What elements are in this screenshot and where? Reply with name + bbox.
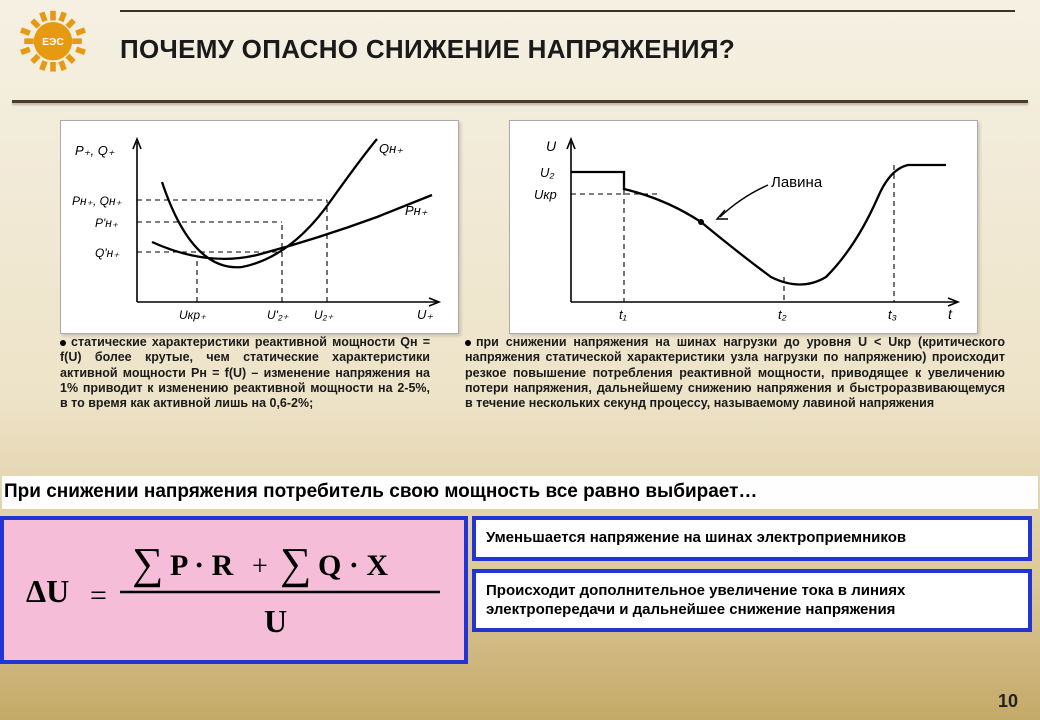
- svg-text:=: =: [90, 579, 107, 612]
- svg-text:U'₂₊: U'₂₊: [267, 308, 290, 322]
- svg-text:Pн₊, Qн₊: Pн₊, Qн₊: [72, 194, 123, 208]
- mid-statement: При снижении напряжения потребитель свою…: [2, 476, 1038, 509]
- svg-text:Qн₊: Qн₊: [379, 141, 403, 156]
- svg-text:U₊: U₊: [417, 307, 433, 322]
- svg-text:U₂₊: U₂₊: [314, 308, 334, 322]
- info-box-2: Происходит дополнительное увеличение ток…: [472, 569, 1032, 633]
- chart-pq-characteristics: P₊, Q₊ Pн₊, Qн₊ P'н₊ Q'н₊ Uкр₊ U'₂₊ U₂₊ …: [60, 120, 459, 334]
- svg-text:P · R: P · R: [170, 549, 234, 582]
- svg-text:t₂: t₂: [778, 307, 787, 322]
- chart-voltage-avalanche: U U₂ Uкр t₁ t₂ t₃ t Лавина: [509, 120, 978, 334]
- page-number: 10: [998, 691, 1018, 712]
- company-logo-icon: ЕЭС: [8, 6, 98, 86]
- svg-text:Q · X: Q · X: [318, 549, 388, 582]
- slide-title: ПОЧЕМУ ОПАСНО СНИЖЕНИЕ НАПРЯЖЕНИЯ?: [120, 34, 1015, 65]
- caption-right: при снижении напряжения на шинах нагрузк…: [465, 335, 1005, 411]
- info-box-1: Уменьшается напряжение на шинах электроп…: [472, 516, 1032, 561]
- svg-text:Pн₊: Pн₊: [405, 203, 428, 218]
- svg-text:t₃: t₃: [888, 307, 897, 322]
- header-rule: [120, 10, 1015, 12]
- svg-text:U₂: U₂: [540, 165, 554, 180]
- svg-text:P₊, Q₊: P₊, Q₊: [75, 143, 115, 158]
- svg-text:Uкр₊: Uкр₊: [179, 308, 207, 322]
- svg-text:U: U: [264, 603, 287, 639]
- formula-voltage-drop: ΔU = ∑ P · R + ∑ Q · X U: [0, 516, 468, 664]
- svg-text:Q'н₊: Q'н₊: [95, 246, 120, 260]
- svg-text:U: U: [546, 138, 557, 154]
- svg-text:ΔU: ΔU: [26, 573, 69, 609]
- svg-text:P'н₊: P'н₊: [95, 216, 119, 230]
- caption-left: статические характеристики реактивной мо…: [60, 335, 430, 411]
- svg-text:Лавина: Лавина: [771, 174, 823, 191]
- svg-text:t₁: t₁: [619, 307, 627, 322]
- divider-rule: [12, 100, 1028, 103]
- svg-text:Uкр: Uкр: [534, 187, 557, 202]
- svg-text:∑: ∑: [132, 539, 163, 588]
- svg-text:+: +: [252, 551, 268, 582]
- svg-text:ЕЭС: ЕЭС: [42, 37, 64, 48]
- svg-text:∑: ∑: [280, 539, 311, 588]
